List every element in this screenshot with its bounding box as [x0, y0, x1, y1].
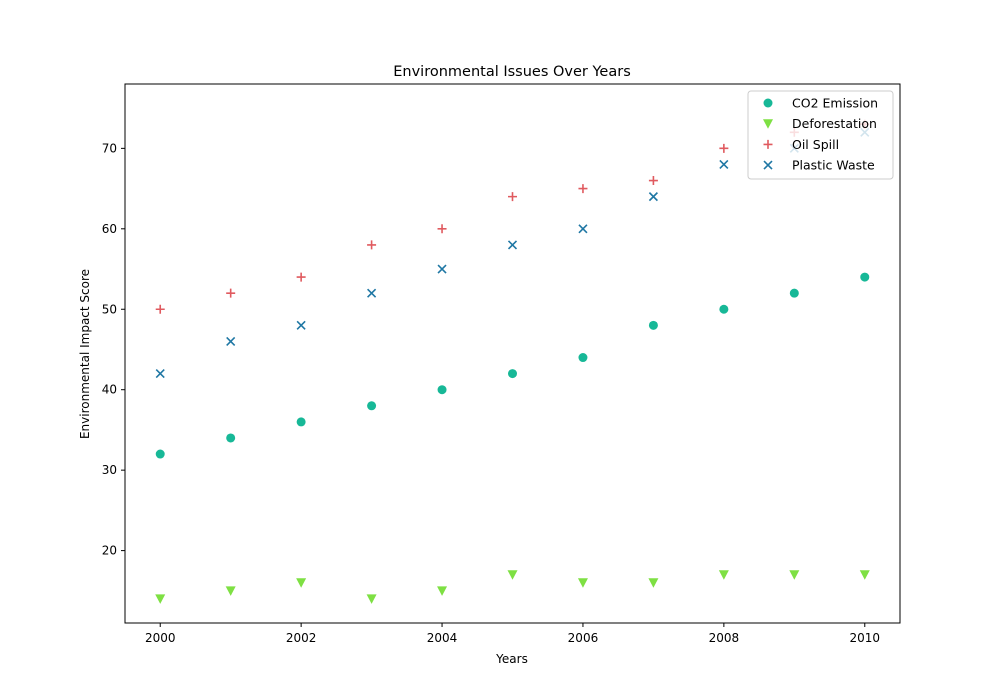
x-tick-label: 2002 [286, 631, 317, 645]
point-deforestation [366, 594, 377, 604]
y-axis-title: Environmental Impact Score [78, 269, 92, 439]
x-tick-label: 2000 [145, 631, 176, 645]
point-oil-spill [648, 176, 658, 186]
axis-ticks: 2000 2002 2004 2006 2008 2010 20 30 40 50 60 70 [102, 141, 880, 645]
point-plastic-waste [367, 288, 377, 298]
y-tick-label: 70 [102, 141, 117, 155]
series-plastic-waste [155, 127, 870, 379]
point-plastic-waste [719, 159, 729, 170]
point-deforestation [507, 570, 518, 580]
legend-label: Plastic Waste [792, 158, 875, 173]
legend-marker-co2-emission [763, 98, 773, 108]
point-oil-spill [155, 304, 165, 314]
legend-label: Deforestation [792, 116, 877, 131]
x-axis-title: Years [495, 652, 528, 666]
point-deforestation [437, 586, 448, 596]
point-deforestation [859, 570, 870, 580]
x-tick-label: 2008 [709, 631, 740, 645]
point-oil-spill [437, 224, 447, 234]
point-oil-spill [367, 240, 377, 250]
point-co2-emission [578, 353, 588, 363]
point-co2-emission [367, 401, 377, 411]
point-co2-emission [437, 385, 447, 395]
chart-title: Environmental Issues Over Years [393, 64, 631, 80]
series-co2-emission [155, 272, 870, 459]
point-oil-spill [508, 192, 517, 202]
point-deforestation [296, 578, 307, 588]
point-plastic-waste [648, 192, 658, 202]
point-co2-emission [508, 369, 517, 379]
point-co2-emission [860, 272, 870, 282]
series-deforestation [155, 570, 870, 604]
y-tick-label: 40 [102, 383, 117, 397]
point-plastic-waste [226, 336, 236, 346]
x-tick-label: 2006 [568, 631, 599, 645]
x-tick-label: 2004 [427, 631, 458, 645]
point-oil-spill [296, 272, 306, 282]
point-plastic-waste [578, 224, 588, 234]
point-co2-emission [648, 320, 658, 330]
point-co2-emission [296, 417, 306, 427]
point-co2-emission [719, 304, 729, 314]
legend-marker-deforestation [763, 119, 773, 129]
legend-label: CO2 Emission [792, 96, 878, 111]
point-co2-emission [155, 449, 165, 459]
point-co2-emission [226, 433, 236, 443]
y-tick-label: 60 [102, 222, 117, 236]
point-deforestation [718, 570, 729, 580]
point-oil-spill [578, 184, 588, 194]
point-deforestation [577, 578, 588, 588]
point-deforestation [648, 578, 659, 588]
point-deforestation [789, 570, 800, 580]
point-deforestation [155, 594, 166, 604]
point-plastic-waste [507, 240, 518, 250]
point-plastic-waste [155, 369, 165, 379]
y-tick-label: 50 [102, 302, 117, 316]
data-points [155, 119, 870, 604]
legend-label: Oil Spill [792, 137, 839, 152]
legend: CO2 Emission Deforestation Oil Spill Plasti… [747, 90, 894, 180]
point-oil-spill [719, 143, 729, 153]
point-oil-spill [226, 288, 236, 298]
point-deforestation [225, 586, 236, 596]
point-plastic-waste [437, 264, 447, 274]
x-tick-label: 2010 [849, 631, 880, 645]
y-tick-label: 20 [102, 544, 117, 558]
legend-marker-oil-spill [763, 139, 773, 149]
point-co2-emission [789, 288, 799, 298]
y-tick-label: 30 [102, 463, 117, 477]
legend-marker-plastic-waste [763, 160, 773, 170]
legend-box [747, 90, 894, 180]
point-plastic-waste [296, 320, 306, 330]
plot-frame [124, 83, 901, 624]
